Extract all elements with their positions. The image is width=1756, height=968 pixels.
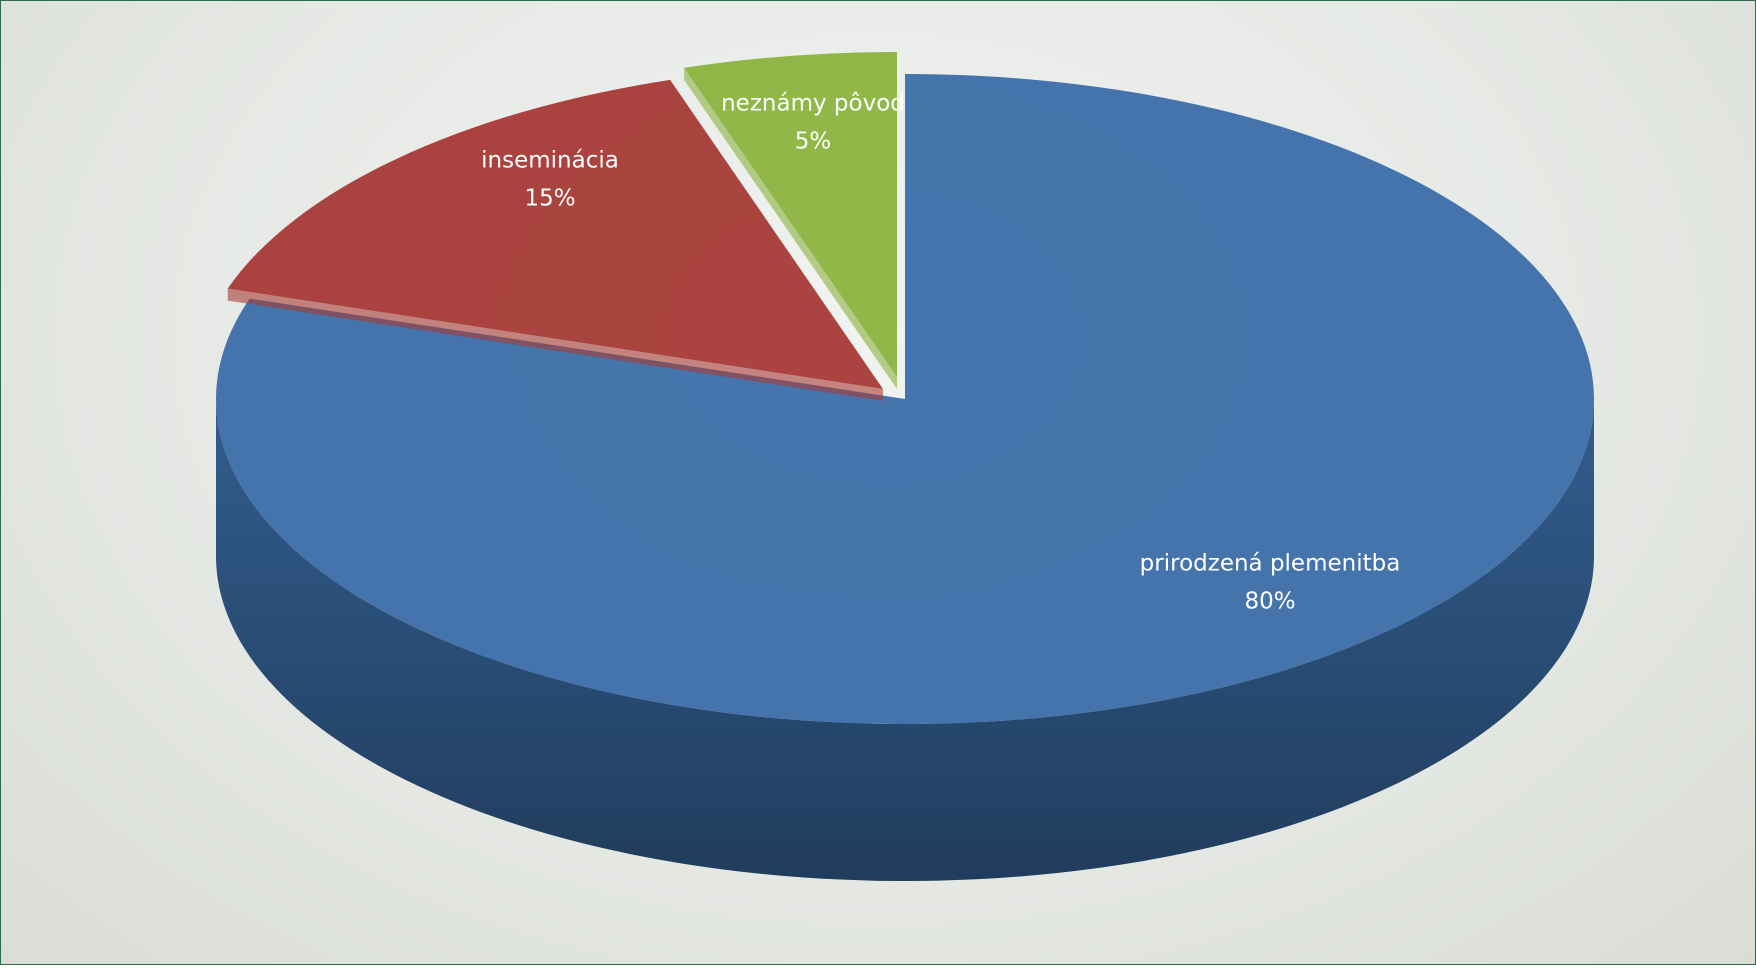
slice-value-label: 15% <box>524 186 575 212</box>
slice-top <box>215 74 1594 724</box>
slice-value-label: 5% <box>795 129 832 155</box>
pie-slice <box>215 74 1594 881</box>
slice-top <box>227 79 884 390</box>
slice-category-label: neznámy pôvod <box>721 91 905 117</box>
slice-side-shade <box>216 399 1594 881</box>
slice-top <box>684 52 897 377</box>
slice-category-label: prirodzená plemenitba <box>1140 551 1401 577</box>
pie-slice <box>227 79 884 401</box>
slice-edge <box>227 288 884 401</box>
slice-edge <box>684 67 897 390</box>
slice-value-label: 80% <box>1244 589 1295 615</box>
slice-category-label: inseminácia <box>481 148 619 174</box>
pie-slice <box>684 52 897 390</box>
